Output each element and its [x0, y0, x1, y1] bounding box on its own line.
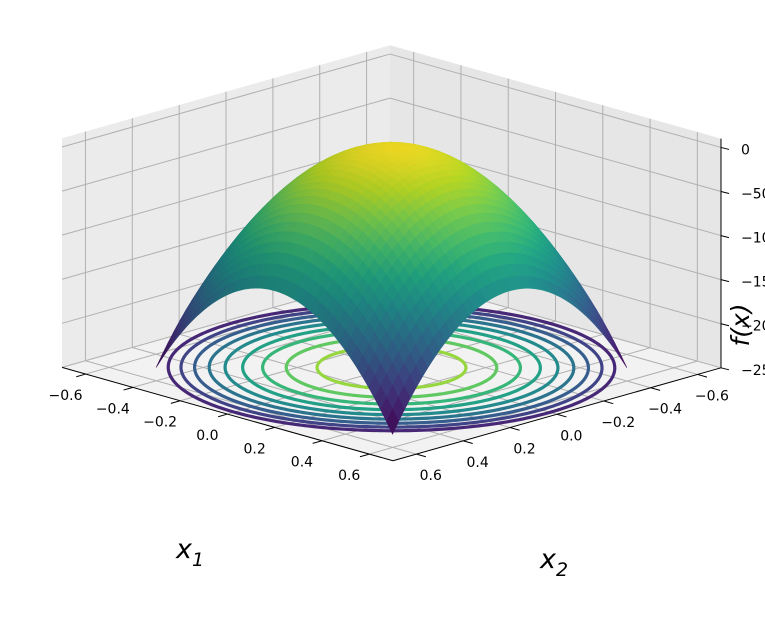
floor-gridline-x2 — [321, 347, 651, 442]
z-tick-label: −100 — [741, 231, 765, 247]
contour-line — [284, 336, 499, 399]
z-tick-label: 0 — [741, 142, 750, 158]
x2-tick-mark — [123, 386, 134, 391]
contour-line — [192, 310, 591, 425]
x1-tick-label: −0.6 — [695, 388, 729, 404]
x1-tick-label: 0.4 — [466, 455, 488, 471]
x1-tick-mark — [416, 453, 426, 458]
x2-axis-label: x2 — [539, 544, 568, 581]
x2-tick-label: −0.4 — [96, 401, 130, 417]
z-tick-mark — [720, 323, 730, 327]
axis-labels: x1 x2 f(x) — [175, 303, 755, 581]
gridlines — [61, 51, 722, 455]
x1-tick-mark — [697, 373, 708, 378]
x2-tick-label: 0.6 — [338, 468, 360, 484]
x1-tick-label: 0.6 — [420, 468, 442, 484]
contour-line — [241, 323, 542, 412]
x1-tick-mark — [463, 440, 473, 444]
x2-tick-label: −0.2 — [143, 415, 177, 431]
z-tick-label: −200 — [741, 319, 765, 335]
axis-spines — [61, 138, 730, 462]
z-tick-label: −250 — [741, 363, 765, 379]
wall-gridline-z — [61, 97, 391, 192]
x2-tick-label: 0.4 — [291, 455, 313, 471]
contour-line — [260, 329, 523, 406]
x1-tick-mark — [556, 413, 567, 418]
wall-gridline-z — [389, 97, 722, 192]
contour-line — [207, 314, 576, 421]
x1-tick-label: 0.2 — [513, 442, 535, 458]
tick-labels: −0.6 −0.4 −0.2 0.0 0.2 0.4 0.6 −0.6 −0.4 −0.2 0.0 0… — [49, 142, 765, 484]
surface-facet — [386, 408, 399, 435]
x2-tick-label: 0.2 — [244, 441, 266, 457]
contour-lines — [166, 302, 617, 433]
x1-tick-mark — [509, 427, 520, 431]
contour-line — [179, 306, 604, 429]
x2-tick-mark — [76, 373, 86, 378]
contour-line — [223, 318, 560, 417]
surface-mesh — [155, 141, 628, 435]
z-tick-label: −150 — [741, 275, 765, 291]
x2-tick-mark — [217, 413, 228, 418]
x1-tick-label: −0.2 — [601, 415, 635, 431]
z-tick-mark — [720, 146, 730, 150]
z-tick-label: −50 — [741, 187, 765, 203]
x2-tick-label: 0.0 — [196, 428, 218, 444]
x2-tick-label: −0.6 — [49, 388, 83, 404]
z-tick-mark — [720, 367, 730, 371]
contour-line — [166, 302, 617, 433]
wall-gridline-z — [61, 53, 391, 148]
z-tick-mark — [720, 191, 730, 194]
x1-tick-label: 0.0 — [560, 428, 582, 444]
z-tick-mark — [720, 279, 730, 283]
x1-tick-mark — [603, 400, 614, 405]
x1-axis-label: x1 — [175, 534, 204, 571]
x1-tick-label: −0.4 — [648, 402, 682, 418]
x2-tick-mark — [312, 440, 323, 444]
wall-gridline-z — [389, 53, 722, 148]
z-tick-mark — [720, 235, 730, 239]
x2-tick-mark — [170, 400, 181, 404]
x2-tick-mark — [265, 426, 275, 431]
x2-tick-mark — [359, 453, 370, 458]
x1-tick-mark — [650, 387, 661, 391]
z-axis-label: f(x) — [726, 303, 755, 346]
